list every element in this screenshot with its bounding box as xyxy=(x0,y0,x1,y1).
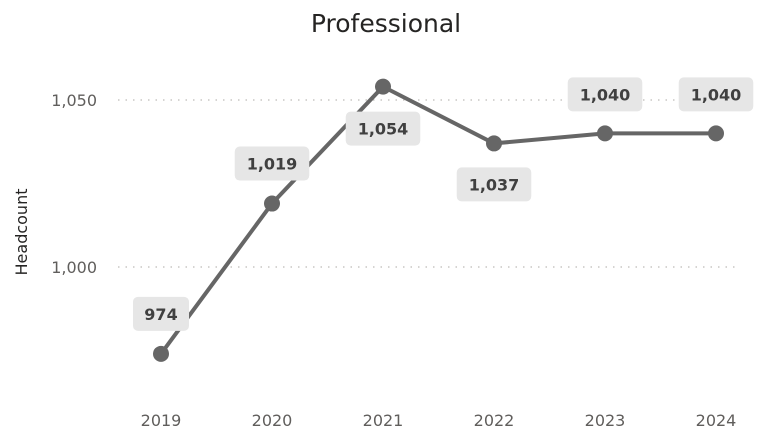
data-label-background xyxy=(234,146,310,181)
data-label-background xyxy=(678,77,754,112)
series-line xyxy=(159,84,716,356)
data-label-background xyxy=(567,77,643,112)
data-label: 1,037 xyxy=(456,167,532,202)
data-point xyxy=(153,345,169,362)
chart-title: Professional xyxy=(311,9,461,38)
data-label-background xyxy=(133,296,189,331)
data-label-text: 1,040 xyxy=(580,85,631,104)
y-tick-label: 1,050 xyxy=(51,91,97,110)
x-tick-label: 2022 xyxy=(474,411,515,430)
data-label-text: 1,040 xyxy=(691,85,742,104)
data-label-text: 974 xyxy=(144,305,177,324)
data-point xyxy=(375,78,391,95)
data-label-text: 1,019 xyxy=(247,155,298,174)
data-label: 1,040 xyxy=(678,77,754,112)
data-point xyxy=(708,125,724,142)
data-label-text: 1,037 xyxy=(469,175,520,194)
data-point xyxy=(486,135,502,152)
y-tick-label: 1,000 xyxy=(51,258,97,277)
data-label: 974 xyxy=(133,296,189,331)
data-point xyxy=(597,125,613,142)
x-tick-label: 2023 xyxy=(585,411,626,430)
data-labels: 974 1,019 1,054 1,037 1,040 1,040 xyxy=(133,77,754,331)
x-tick-label: 2024 xyxy=(696,411,737,430)
data-label: 1,019 xyxy=(234,146,310,181)
gridlines xyxy=(118,99,738,268)
data-label: 1,040 xyxy=(567,77,643,112)
data-label-background xyxy=(456,167,532,202)
y-axis-ticks: 1,000 1,050 xyxy=(51,91,97,277)
y-axis-label: Headcount xyxy=(12,189,31,276)
x-tick-label: 2021 xyxy=(363,411,404,430)
data-points xyxy=(153,78,724,362)
data-label-background xyxy=(345,111,421,146)
x-tick-label: 2020 xyxy=(252,411,293,430)
x-tick-label: 2019 xyxy=(141,411,182,430)
data-label: 1,054 xyxy=(345,111,421,146)
data-label-text: 1,054 xyxy=(358,120,409,139)
x-axis-ticks: 2019 2020 2021 2022 2023 2024 xyxy=(141,411,737,430)
series-line-layer xyxy=(159,84,716,356)
data-point xyxy=(264,195,280,212)
